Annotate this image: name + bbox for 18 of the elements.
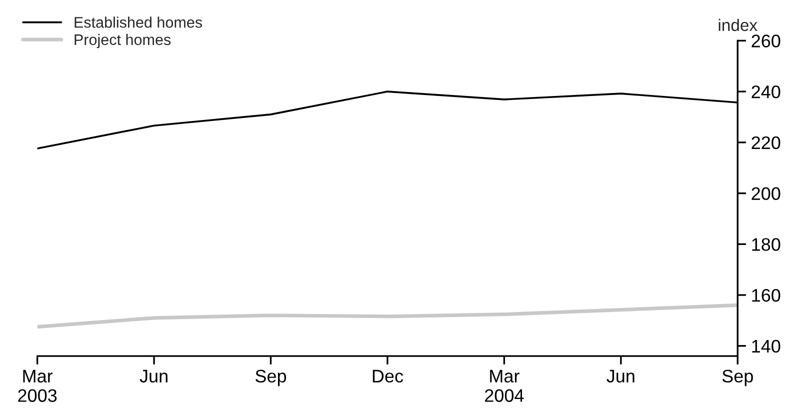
- y-tick-label: 260: [752, 34, 780, 48]
- legend-label: Established homes: [74, 16, 202, 28]
- y-tick-label: 160: [752, 288, 780, 302]
- y-tick-label: 240: [752, 85, 780, 98]
- x-tick-label: Jun: [606, 370, 634, 383]
- x-tick-label: Sep: [722, 370, 753, 386]
- y-axis-title: index: [718, 18, 758, 32]
- legend-label: Project homes: [74, 34, 171, 48]
- y-tick-label: 180: [752, 238, 780, 251]
- line-series: [37, 303, 738, 329]
- x-tick-label: Mar 2004: [485, 370, 524, 402]
- x-tick-label: Mar 2003: [18, 370, 57, 402]
- x-tick-label: Jun: [140, 370, 168, 383]
- y-tick-label: 140: [752, 340, 780, 353]
- y-tick-label: 200: [752, 187, 780, 200]
- x-tick-label: Sep: [256, 370, 286, 386]
- y-tick-label: 220: [752, 136, 780, 150]
- x-tick-label: Dec: [372, 370, 404, 383]
